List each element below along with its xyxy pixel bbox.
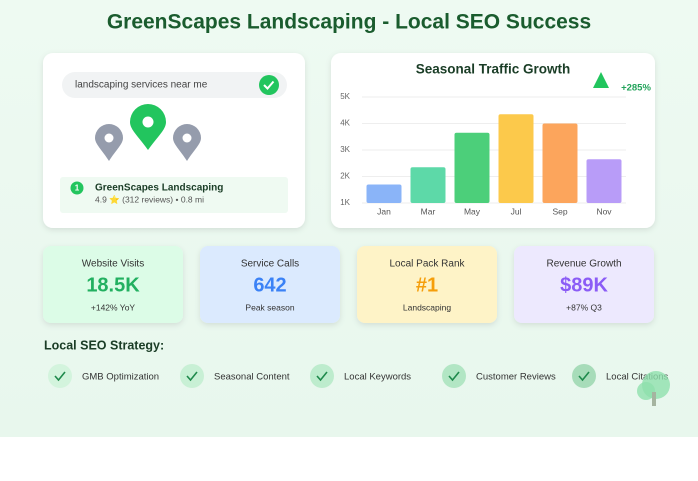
strategy-item: GMB Optimization [82, 372, 159, 383]
metric-card [514, 246, 654, 323]
rank-number: 1 [75, 184, 80, 193]
growth-arrow [593, 72, 609, 88]
metric-value: #1 [416, 274, 438, 296]
search-check [259, 75, 279, 95]
metric-value: 18.5K [86, 274, 140, 296]
y-tick-label: 3K [340, 145, 350, 154]
y-tick-label: 1K [340, 198, 350, 207]
metric-value: $89K [560, 274, 608, 296]
listing-name: GreenScapes Landscaping [95, 183, 223, 194]
pin-dot [182, 133, 192, 143]
search-query: landscaping services near me [75, 80, 208, 91]
strategy-badge [48, 364, 72, 388]
metric-sub: Peak season [245, 302, 294, 312]
page-title: GreenScapes Landscaping - Local SEO Succ… [107, 11, 591, 34]
x-tick-label: Mar [421, 206, 436, 216]
y-tick-label: 5K [340, 92, 350, 101]
strategy-item: Seasonal Content [214, 372, 290, 383]
metrics: Website Visits 18.5K +142% YoY Service Call… [43, 246, 654, 323]
check-icon [186, 371, 198, 382]
metric-label: Revenue Growth [546, 259, 621, 270]
bar [542, 123, 578, 203]
metric-sub: Landscaping [403, 302, 451, 312]
growth-annotation: +285% [621, 83, 651, 94]
tree-decoration [637, 382, 655, 400]
x-tick-label: Jul [511, 206, 522, 216]
listing[interactable] [60, 177, 288, 213]
bar [454, 132, 490, 203]
x-tick-label: May [464, 206, 481, 216]
metric-sub: +142% YoY [91, 302, 136, 312]
bar [586, 159, 622, 203]
y-tick-label: 2K [340, 172, 350, 181]
bar [498, 114, 534, 203]
metric-value: 642 [253, 274, 286, 296]
bar-chart: 1K 2K 3K 4K 5K Jan Mar May Jul Sep Nov [340, 92, 626, 216]
pin-dot [104, 133, 114, 143]
strategy-item: Local Citations [606, 372, 669, 383]
strategy-badge [310, 364, 334, 388]
strategy-list: GMB Optimization Seasonal Content Local Ke… [48, 364, 669, 388]
check-icon [316, 371, 328, 382]
rank-badge [70, 181, 84, 195]
check-icon [54, 371, 66, 382]
listing-details: 4.9 ⭐ (312 reviews) • 0.8 mi [95, 194, 204, 204]
metric-card [357, 246, 497, 323]
bar [410, 167, 446, 203]
x-tick-label: Nov [596, 206, 612, 216]
check-icon [448, 371, 460, 382]
metric-card [200, 246, 340, 323]
search-bar[interactable] [62, 72, 287, 98]
strategy-badge [180, 364, 204, 388]
x-tick-label: Sep [552, 206, 567, 216]
metric-sub: +87% Q3 [566, 302, 602, 312]
strategy-item: Local Keywords [344, 372, 411, 383]
check-icon [578, 371, 590, 382]
check-icon [263, 80, 275, 90]
metric-label: Service Calls [241, 259, 299, 270]
strategy-badge [572, 364, 596, 388]
metric-label: Local Pack Rank [389, 259, 465, 270]
metric-card [43, 246, 183, 323]
pin-dot [142, 116, 154, 128]
bar [366, 184, 402, 203]
chart-title: Seasonal Traffic Growth [416, 62, 571, 77]
tree-trunk [652, 392, 656, 406]
strategy-badge [442, 364, 466, 388]
y-tick-label: 4K [340, 119, 350, 128]
footer-strip [0, 437, 698, 476]
strategy-item: Customer Reviews [476, 372, 556, 383]
metric-label: Website Visits [82, 259, 144, 270]
x-tick-label: Jan [377, 206, 391, 216]
strategy-title: Local SEO Strategy: [44, 338, 164, 352]
